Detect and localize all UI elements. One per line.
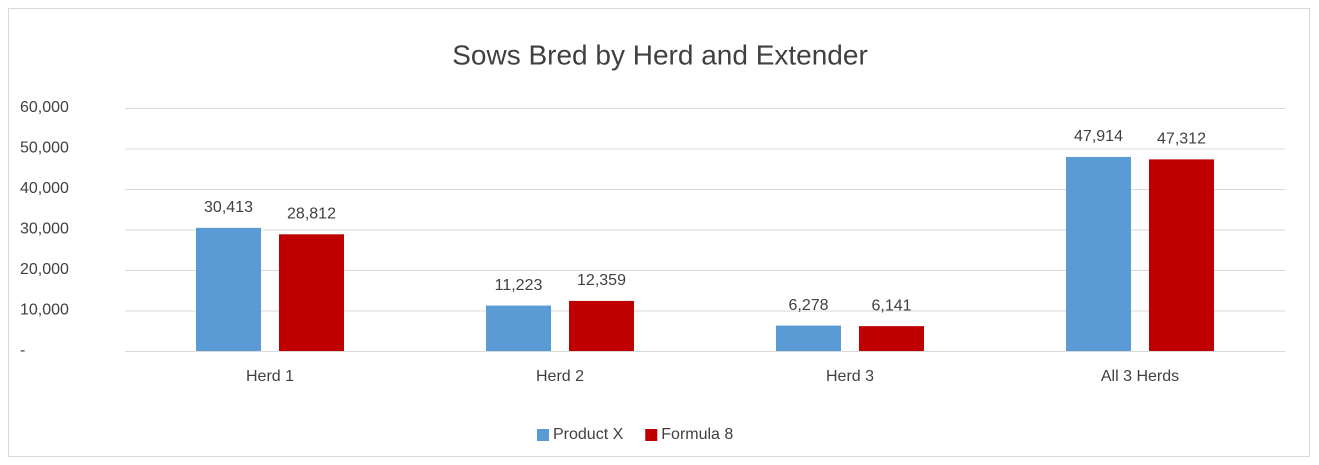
legend-label: Formula 8 [661,426,733,443]
bar [859,326,924,351]
data-label: 47,914 [1074,128,1123,145]
bar [776,325,841,351]
y-tick-label: 30,000 [20,221,69,238]
bar [569,300,634,351]
x-tick-label: All 3 Herds [1101,368,1179,385]
y-tick-label: 20,000 [20,261,69,278]
x-tick-label: Herd 2 [536,368,584,385]
data-label: 30,413 [204,199,253,216]
legend-label: Product X [553,426,624,443]
y-tick-label: 40,000 [20,180,69,197]
y-tick-label: 60,000 [20,99,69,116]
data-label: 11,223 [495,277,543,294]
data-label: 6,141 [871,297,911,314]
bar [1066,156,1131,351]
bar [486,305,551,351]
y-tick-label: 50,000 [20,140,69,157]
data-label: 28,812 [287,206,336,223]
y-tick-label: - [20,342,25,359]
data-label: 12,359 [577,272,626,289]
chart-title: Sows Bred by Herd and Extender [452,39,868,70]
y-tick-label: 10,000 [20,302,69,319]
data-label: 6,278 [788,297,828,314]
data-label: 47,312 [1157,131,1206,148]
legend-swatch [537,429,549,441]
bar [279,234,344,351]
x-tick-label: Herd 3 [826,368,874,385]
x-tick-label: Herd 1 [246,368,294,385]
legend-swatch [645,429,658,441]
bar [1149,159,1214,351]
bar [196,227,261,351]
